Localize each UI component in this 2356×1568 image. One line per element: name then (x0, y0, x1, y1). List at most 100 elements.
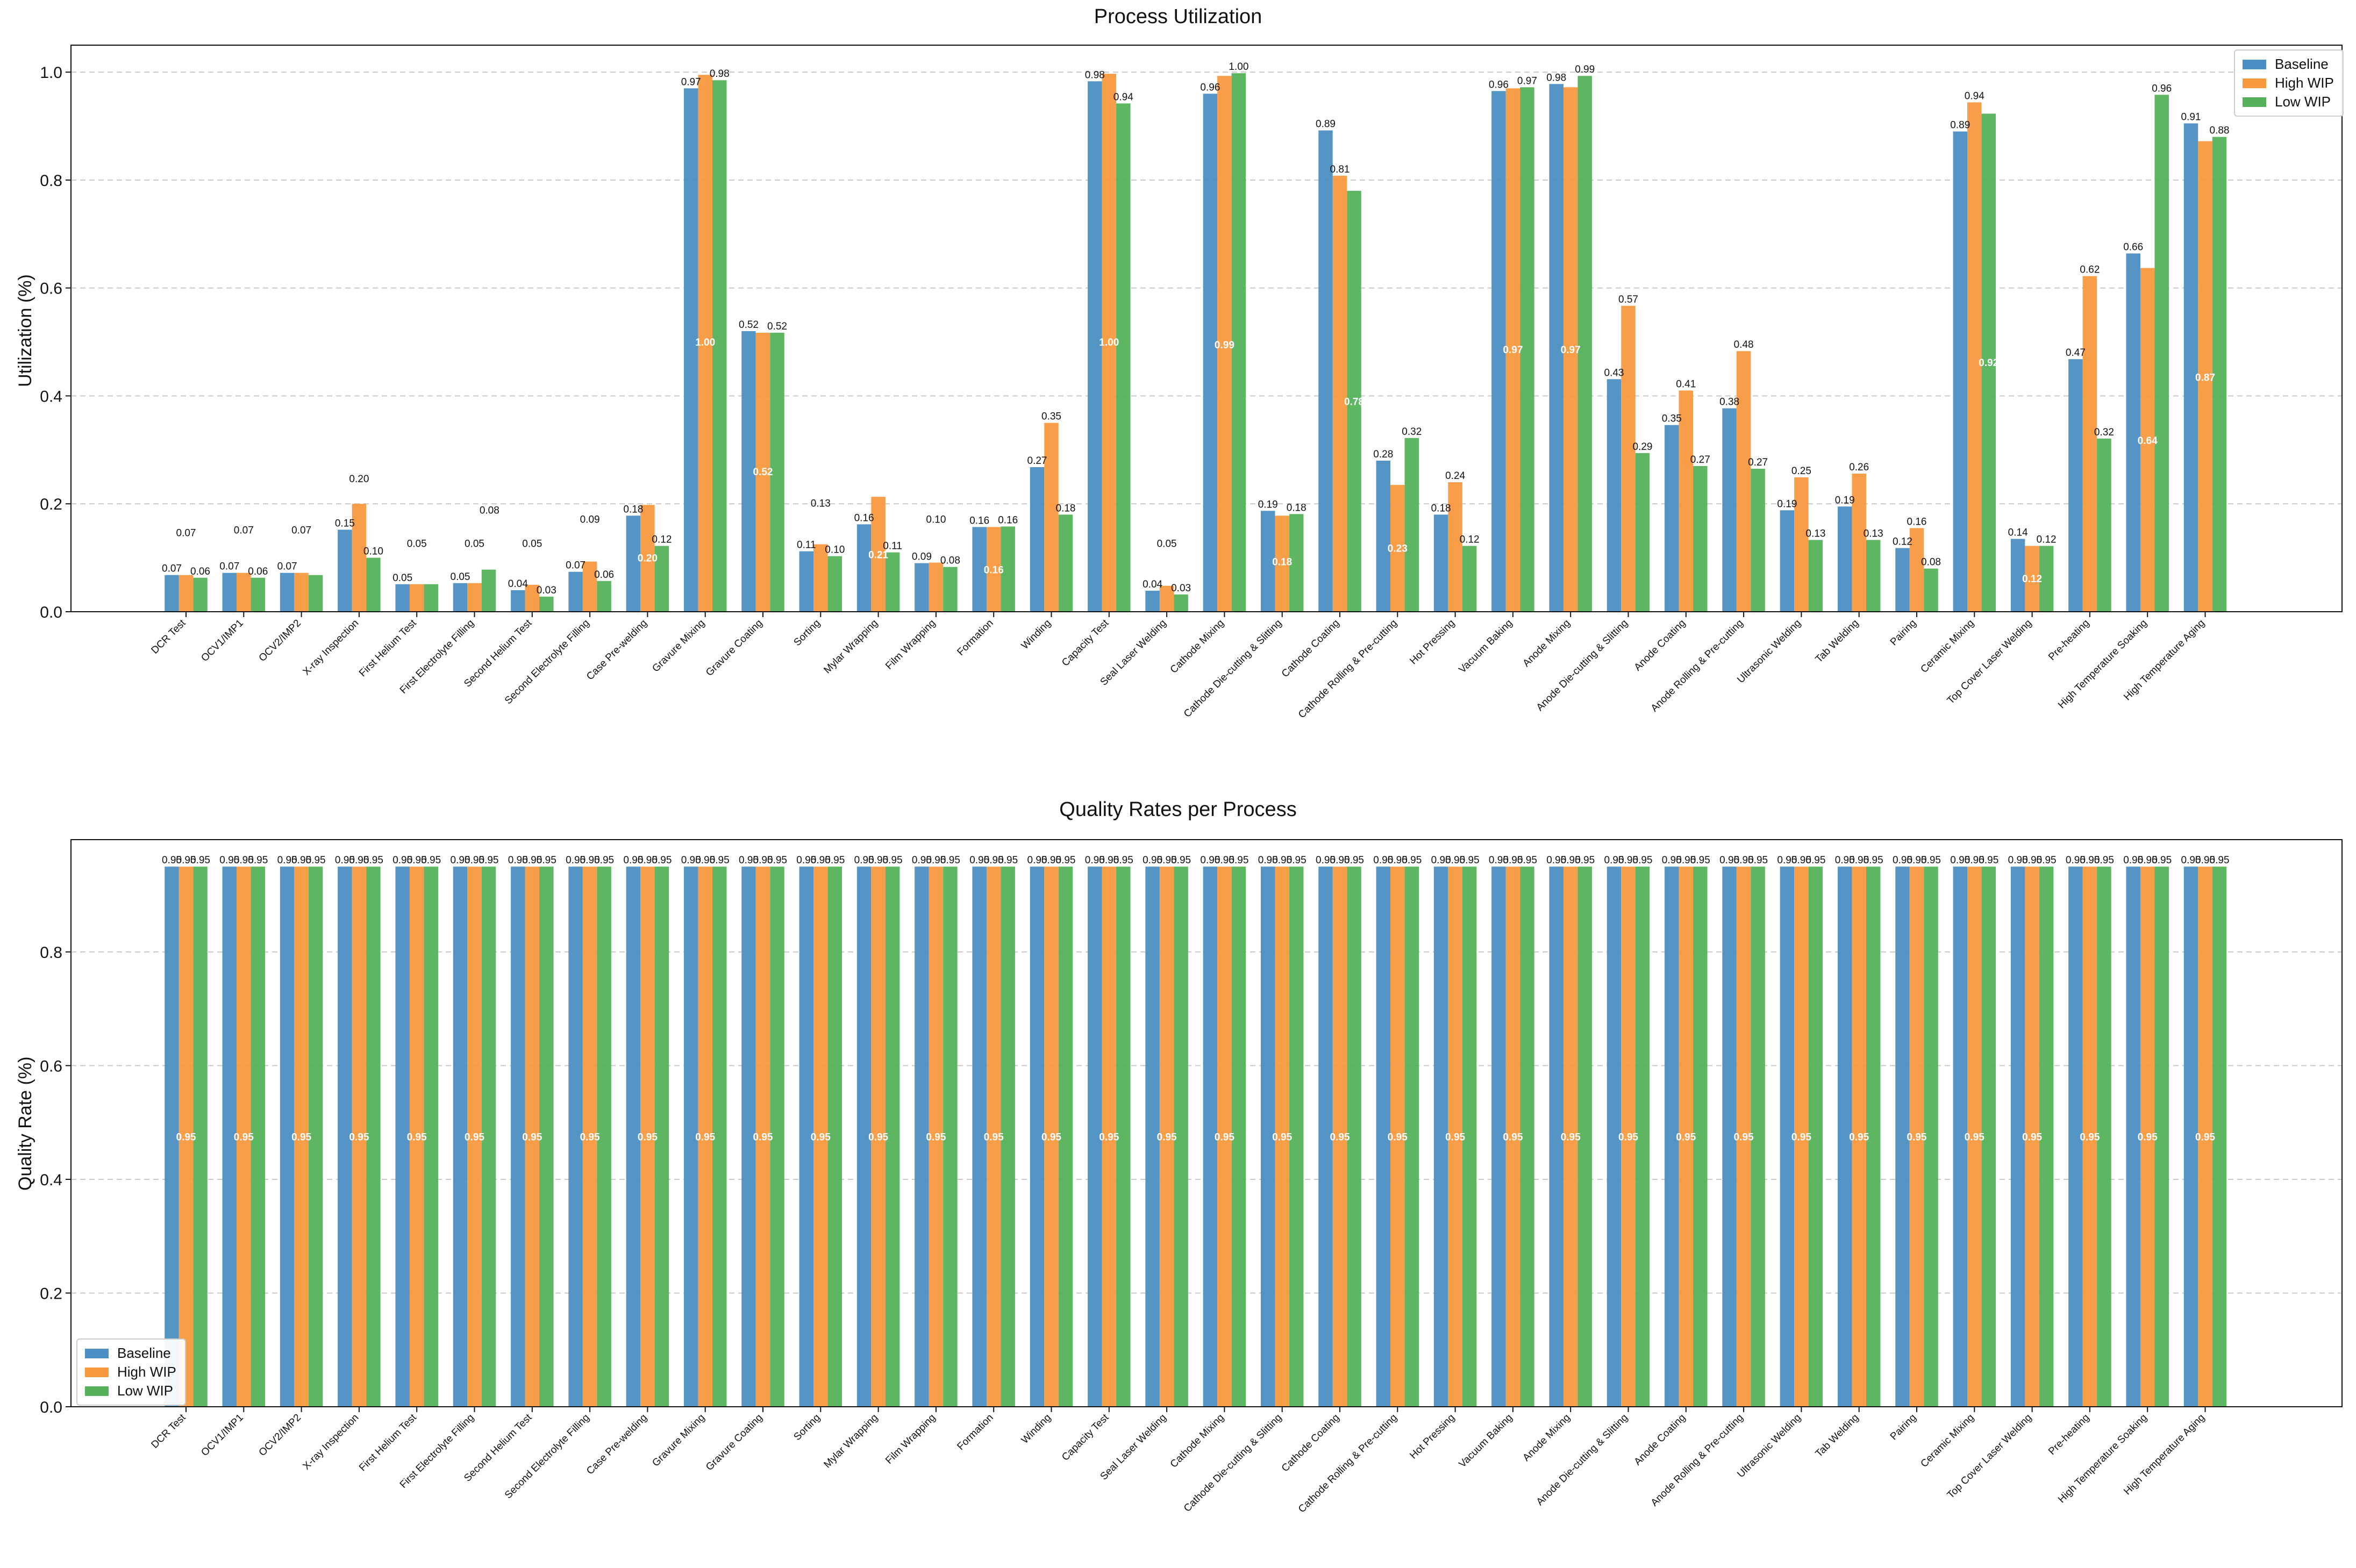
x-tick-label: Capacity Test (1060, 617, 1111, 669)
data-label-inner: 0.95 (2022, 1132, 2042, 1143)
bar-baseline (856, 524, 872, 612)
bar-low-wip (1347, 191, 1361, 612)
data-label: 0.04 (508, 578, 528, 590)
bar-baseline (915, 563, 929, 612)
x-tick-label: DCR Test (149, 1412, 188, 1451)
bar-high-wip (1217, 867, 1232, 1407)
data-label: 0.08 (940, 555, 960, 567)
data-label: 0.05 (1157, 539, 1177, 550)
data-label: 0.95 (695, 855, 715, 866)
data-label: 0.95 (1662, 855, 1682, 866)
data-label: 0.95 (926, 855, 946, 866)
data-label: 0.95 (1979, 855, 1998, 866)
data-label: 0.95 (1373, 855, 1393, 866)
data-label: 0.95 (753, 855, 773, 866)
bar-high-wip (871, 497, 886, 612)
x-tick-label: Winding (1019, 618, 1053, 651)
data-label: 0.95 (1272, 855, 1292, 866)
bar-baseline (1030, 867, 1045, 1407)
data-label: 0.41 (1676, 378, 1696, 390)
x-tick-label: Pairing (1888, 1412, 1919, 1443)
x-tick-label: Cathode Die-cutting & Slitting (1182, 1412, 1284, 1514)
bar-low-wip (1347, 867, 1361, 1407)
data-label: 0.95 (811, 855, 831, 866)
data-label: 0.95 (465, 855, 484, 866)
bar-high-wip (467, 583, 482, 612)
bar-baseline (395, 584, 410, 612)
data-label: 0.06 (594, 569, 614, 581)
x-tick-label: Seal Laser Welding (1098, 618, 1169, 688)
y-tick-label: 0.2 (40, 496, 62, 513)
legend-item-baseline: Baseline (2243, 55, 2334, 74)
data-label: 0.12 (1460, 534, 1480, 546)
quality-legend: Baseline High WIP Low WIP (76, 1338, 186, 1406)
data-label: 0.95 (2195, 855, 2215, 866)
data-label: 0.15 (335, 518, 355, 529)
data-label: 0.94 (1965, 90, 1984, 102)
bar-baseline (511, 867, 525, 1407)
bar-low-wip (2212, 867, 2227, 1407)
data-label: 0.95 (710, 855, 730, 866)
bar-low-wip (1520, 87, 1534, 612)
x-tick-label: Seal Laser Welding (1098, 1412, 1169, 1483)
x-tick-label: Mylar Wrapping (822, 618, 880, 676)
data-label: 0.95 (2181, 855, 2201, 866)
data-label: 0.95 (681, 855, 701, 866)
bar-high-wip (1390, 485, 1405, 612)
x-tick-label: Anode Die-cutting & Slitting (1534, 1412, 1630, 1508)
data-label: 0.07 (162, 563, 182, 575)
data-label: 0.05 (392, 572, 412, 584)
data-label: 0.95 (854, 855, 874, 866)
bar-high-wip (1505, 88, 1520, 612)
data-label-inner: 0.16 (984, 565, 1004, 576)
data-label: 0.52 (767, 321, 787, 332)
bar-low-wip (1751, 468, 1765, 612)
bar-low-wip (770, 333, 784, 612)
data-label-inner: 0.95 (176, 1132, 196, 1143)
bar-low-wip (827, 867, 843, 1407)
data-label: 0.06 (248, 566, 268, 577)
x-tick-label: Gravure Mixing (650, 1412, 707, 1469)
bar-baseline (2183, 123, 2198, 612)
bar-baseline (972, 527, 987, 612)
data-label: 0.95 (2080, 855, 2100, 866)
data-label: 0.96 (1489, 79, 1509, 90)
data-label: 0.95 (1719, 855, 1739, 866)
bar-high-wip (813, 867, 828, 1407)
data-label: 0.95 (2008, 855, 2028, 866)
data-label: 0.09 (580, 514, 600, 525)
y-tick-label: 0.0 (40, 1399, 62, 1416)
bar-baseline (1607, 867, 1622, 1407)
bar-low-wip (712, 80, 727, 612)
data-label: 0.32 (1402, 426, 1422, 438)
bar-baseline (165, 575, 179, 612)
data-label: 0.95 (1229, 855, 1248, 866)
x-tick-label: OCV1/IMP1 (199, 618, 246, 664)
data-label: 0.07 (566, 560, 586, 571)
data-label-inner: 0.95 (1445, 1132, 1465, 1143)
bar-high-wip (929, 562, 944, 612)
bar-high-wip (237, 572, 251, 612)
legend-item-low-wip: Low WIP (85, 1381, 176, 1400)
legend-label: Low WIP (117, 1383, 174, 1399)
data-label: 0.27 (1748, 457, 1768, 468)
bar-low-wip (1808, 867, 1823, 1407)
data-label-inner: 0.95 (1503, 1132, 1523, 1143)
data-label: 0.19 (1258, 499, 1278, 510)
bar-high-wip (2082, 867, 2097, 1407)
data-label: 0.04 (1143, 579, 1162, 590)
bar-high-wip (1159, 867, 1174, 1407)
bar-low-wip (943, 867, 958, 1407)
bar-baseline (1607, 379, 1622, 612)
data-label-inner: 0.95 (407, 1132, 427, 1143)
data-label-inner: 0.21 (868, 550, 888, 561)
data-label-inner: 0.95 (1791, 1132, 1811, 1143)
bar-low-wip (1462, 867, 1477, 1407)
bar-low-wip (1116, 867, 1131, 1407)
bar-low-wip (2039, 867, 2054, 1407)
bar-high-wip (871, 867, 886, 1407)
bar-high-wip (986, 527, 1001, 612)
data-label: 0.66 (2123, 241, 2143, 253)
bar-high-wip (582, 867, 597, 1407)
data-label: 0.95 (2210, 855, 2230, 866)
